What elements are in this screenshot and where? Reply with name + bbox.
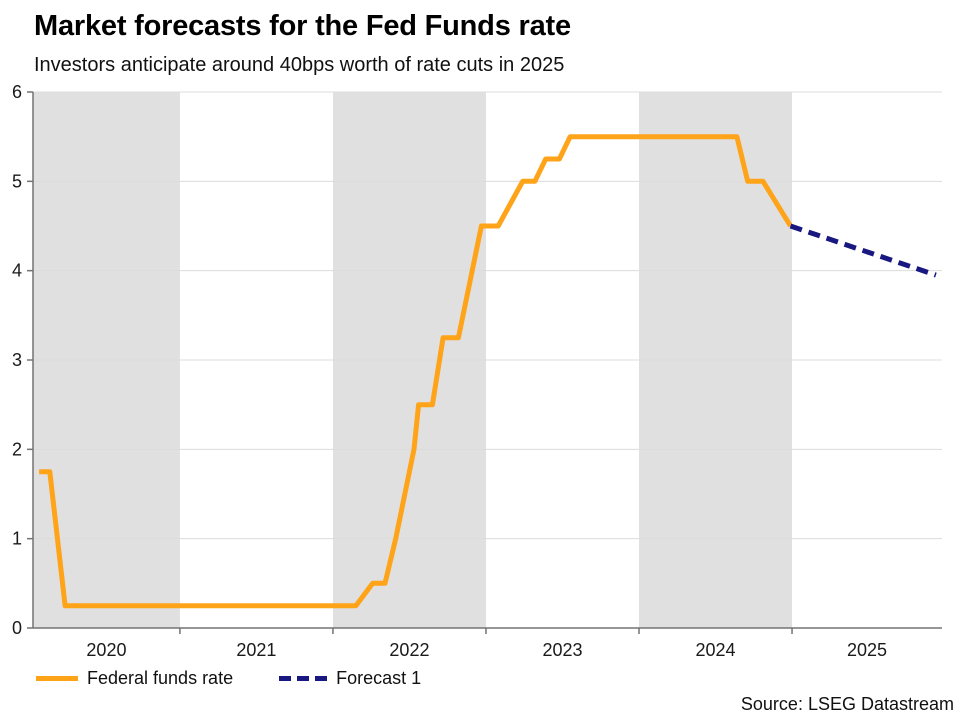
y-tick-label: 3 <box>12 350 22 370</box>
y-tick-label: 1 <box>12 529 22 549</box>
legend-item-forecast-1: Forecast 1 <box>279 668 421 689</box>
chart-subtitle: Investors anticipate around 40bps worth … <box>34 54 565 76</box>
series-line-forecast-1 <box>789 223 937 278</box>
y-tick-label: 6 <box>12 82 22 102</box>
legend-label-forecast-1: Forecast 1 <box>336 668 422 688</box>
solid-line-swatch-icon <box>36 676 78 681</box>
series-line-federal-funds-rate <box>39 134 793 609</box>
legend: Federal funds rate Forecast 1 <box>36 668 421 689</box>
x-tick-label: 2022 <box>389 640 429 660</box>
legend-label-federal-funds-rate: Federal funds rate <box>87 668 234 688</box>
y-tick-label: 2 <box>12 439 22 459</box>
x-tick-label: 2023 <box>542 640 582 660</box>
x-tick-label: 2021 <box>236 640 276 660</box>
y-tick-label: 5 <box>12 171 22 191</box>
chart-title: Market forecasts for the Fed Funds rate <box>34 10 571 42</box>
legend-item-federal-funds-rate: Federal funds rate <box>36 668 233 689</box>
dashed-line-swatch-icon <box>279 676 328 681</box>
y-tick-label: 0 <box>12 618 22 638</box>
x-tick-label: 2025 <box>847 640 887 660</box>
y-tick-label: 4 <box>12 261 22 281</box>
x-tick-label: 2020 <box>86 640 126 660</box>
x-tick-label: 2024 <box>695 640 735 660</box>
source-credit: Source: LSEG Datastream <box>740 694 954 714</box>
